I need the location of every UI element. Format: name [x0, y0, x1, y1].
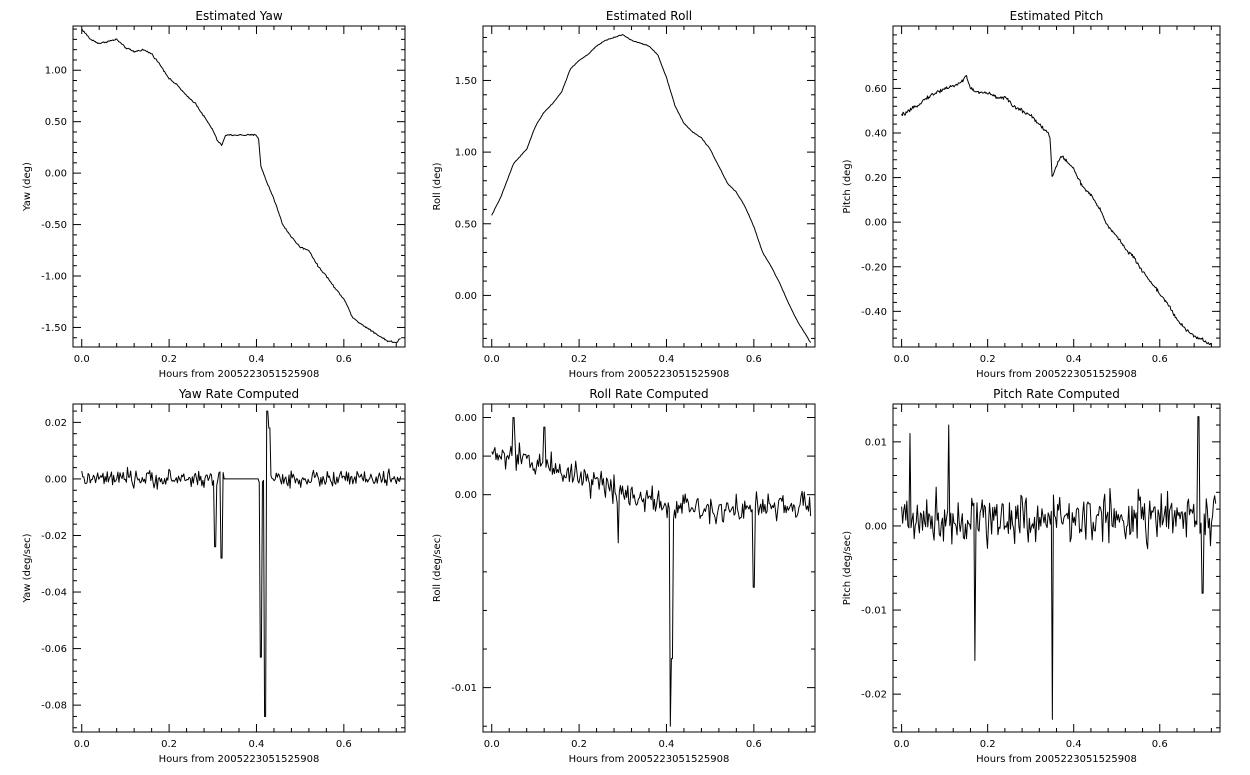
- panel-title: Estimated Pitch: [1010, 9, 1104, 23]
- y-tick-label: 1.50: [455, 76, 477, 87]
- plot-frame: [72, 25, 406, 348]
- x-tick-label: 0.4: [659, 739, 675, 750]
- y-tick-label: -0.01: [861, 606, 887, 617]
- y-tick-label: 0.00: [45, 474, 67, 485]
- panel-5: Roll Rate Computed Hours from 20052230515…: [432, 387, 816, 765]
- panel-1: Estimated Yaw Hours from 2005223051525908…: [22, 9, 406, 380]
- y-tick-label: -0.50: [41, 220, 67, 231]
- x-tick-label: 0.2: [980, 354, 996, 365]
- plot-frame: [72, 403, 406, 733]
- y-tick-label: 0.40: [865, 129, 887, 140]
- y-tick-label: 0.00: [455, 291, 477, 302]
- y-axis-label: Roll (deg): [432, 162, 443, 210]
- y-tick-label: -0.06: [41, 644, 67, 655]
- y-tick-label: 1.00: [45, 66, 67, 77]
- x-tick-label: 0.6: [1152, 739, 1168, 750]
- y-tick-label: -0.20: [861, 262, 887, 273]
- x-tick-label: 0.6: [336, 739, 352, 750]
- series-line: [491, 34, 812, 343]
- x-tick-label: 0.0: [74, 739, 90, 750]
- y-tick-label: 0.01: [865, 437, 887, 448]
- y-tick-label: -0.40: [861, 307, 887, 318]
- panel-4: Yaw Rate Computed Hours from 200522305152…: [22, 387, 406, 765]
- series-line: [81, 410, 402, 717]
- x-tick-label: 0.4: [249, 739, 265, 750]
- x-tick-label: 0.2: [980, 739, 996, 750]
- x-tick-label: 0.2: [571, 354, 587, 365]
- y-tick-label: 1.00: [455, 148, 477, 159]
- series-line: [81, 28, 401, 344]
- y-tick-label: -1.50: [41, 323, 67, 334]
- x-tick-label: 0.2: [571, 739, 587, 750]
- y-tick-label: -0.08: [41, 701, 67, 712]
- y-tick-label: -0.01: [451, 683, 477, 694]
- panel-3: Estimated Pitch Hours from 20052230515259…: [842, 9, 1221, 380]
- y-tick-label: 0.50: [45, 117, 67, 128]
- y-tick-label: 0.00: [455, 490, 477, 501]
- y-axis-label: Pitch (deg/sec): [842, 531, 853, 606]
- x-axis-label: Hours from 2005223051525908: [159, 754, 320, 765]
- x-tick-label: 0.6: [746, 354, 762, 365]
- x-axis-label: Hours from 2005223051525908: [569, 369, 730, 380]
- panel-title: Roll Rate Computed: [589, 387, 708, 401]
- x-tick-label: 0.6: [746, 739, 762, 750]
- panel-title: Yaw Rate Computed: [178, 387, 299, 401]
- x-axis-label: Hours from 2005223051525908: [976, 754, 1137, 765]
- x-tick-label: 0.6: [336, 354, 352, 365]
- series-line: [491, 417, 812, 727]
- y-axis-label: Roll (deg/sec): [432, 534, 443, 602]
- x-tick-label: 0.0: [484, 354, 500, 365]
- y-tick-label: 0.20: [865, 173, 887, 184]
- y-tick-label: -0.04: [41, 588, 67, 599]
- y-tick-label: 0.00: [45, 169, 67, 180]
- y-tick-label: 0.00: [865, 521, 887, 532]
- plot-frame: [482, 403, 816, 733]
- y-tick-label: 0.60: [865, 84, 887, 95]
- y-tick-label: -0.02: [41, 531, 67, 542]
- x-tick-label: 0.0: [894, 739, 910, 750]
- y-tick-label: 0.50: [455, 219, 477, 230]
- panel-6: Pitch Rate Computed Hours from 2005223051…: [842, 387, 1221, 765]
- x-tick-label: 0.4: [659, 354, 675, 365]
- x-axis-label: Hours from 2005223051525908: [569, 754, 730, 765]
- y-tick-label: 0.00: [455, 452, 477, 463]
- y-tick-label: 0.00: [865, 218, 887, 229]
- x-axis-label: Hours from 2005223051525908: [159, 369, 320, 380]
- x-tick-label: 0.4: [1066, 739, 1082, 750]
- y-tick-label: -1.00: [41, 272, 67, 283]
- y-axis-label: Yaw (deg): [22, 162, 33, 212]
- y-tick-label: 0.00: [455, 413, 477, 424]
- x-tick-label: 0.0: [484, 739, 500, 750]
- plot-frame: [892, 25, 1221, 348]
- x-tick-label: 0.4: [249, 354, 265, 365]
- series-line: [901, 416, 1217, 720]
- x-tick-label: 0.0: [74, 354, 90, 365]
- y-tick-label: 0.02: [45, 418, 67, 429]
- y-tick-label: -0.02: [861, 690, 887, 701]
- panel-title: Estimated Roll: [606, 9, 692, 23]
- plot-frame: [482, 25, 816, 348]
- panel-title: Estimated Yaw: [195, 9, 282, 23]
- x-tick-label: 0.2: [161, 739, 177, 750]
- panel-2: Estimated Roll Hours from 200522305152590…: [432, 9, 816, 380]
- y-axis-label: Pitch (deg): [842, 159, 853, 213]
- series-line: [901, 74, 1212, 346]
- x-tick-label: 0.4: [1066, 354, 1082, 365]
- x-tick-label: 0.6: [1152, 354, 1168, 365]
- x-tick-label: 0.2: [161, 354, 177, 365]
- panel-title: Pitch Rate Computed: [993, 387, 1120, 401]
- x-axis-label: Hours from 2005223051525908: [976, 369, 1137, 380]
- x-tick-label: 0.0: [894, 354, 910, 365]
- plot-frame: [892, 403, 1221, 733]
- y-axis-label: Yaw (deg/sec): [22, 533, 33, 603]
